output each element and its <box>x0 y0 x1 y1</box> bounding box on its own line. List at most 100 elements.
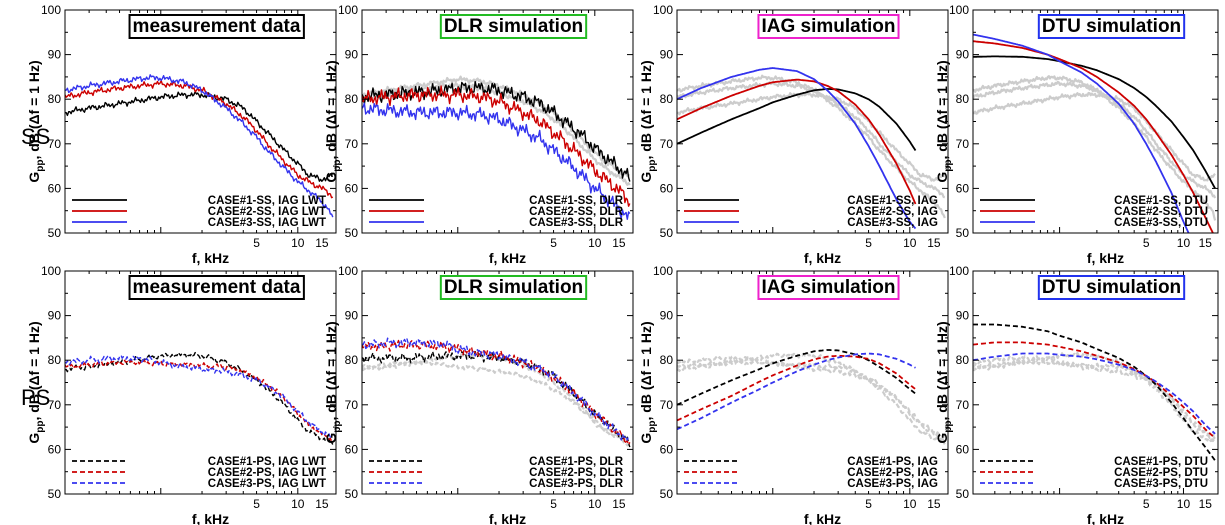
chart-title: measurement data <box>128 275 305 300</box>
y-tick-label: 100 <box>949 264 969 278</box>
y-tick-label: 80 <box>345 92 359 106</box>
y-tick-label: 80 <box>956 353 970 367</box>
x-tick-label: 5 <box>1143 236 1150 250</box>
y-tick-label: 100 <box>338 264 358 278</box>
y-tick-label: 80 <box>48 353 62 367</box>
series-group <box>973 323 1217 462</box>
y-tick-label: 60 <box>660 181 674 195</box>
reference-line <box>362 352 631 443</box>
legend-label: CASE#3-PS, DLR <box>529 478 624 490</box>
y-axis-label: Gpp, dB (Δf = 1 Hz) <box>323 60 343 182</box>
legend-label: CASE#1-SS, DLR <box>529 195 624 207</box>
y-tick-label: 80 <box>345 353 359 367</box>
x-axis-label: f, kHz <box>489 250 526 266</box>
reference-line <box>973 75 1217 221</box>
chart-title-text: DTU simulation <box>1042 16 1181 37</box>
y-tick-label: 90 <box>345 48 359 62</box>
reference-line <box>677 354 946 438</box>
y-tick-label: 100 <box>41 3 61 17</box>
series-group <box>362 75 631 220</box>
y-tick-label: 50 <box>48 226 62 240</box>
x-tick-label: 10 <box>588 497 602 511</box>
x-tick-label: 15 <box>315 497 329 511</box>
x-tick-label: 10 <box>903 497 917 511</box>
y-tick-label: 70 <box>956 398 970 412</box>
series-line-case2 <box>362 85 631 207</box>
series-line-case1 <box>973 55 1216 189</box>
x-tick-label: 10 <box>588 236 602 250</box>
chart-title-text: DLR simulation <box>444 277 583 298</box>
x-axis-label: f, kHz <box>192 511 229 525</box>
chart-panel: 50 60 70 80 90 100 5 10 15 f, kHz Gpp, dB (Δf = 1 … <box>26 3 337 266</box>
y-tick-label: 80 <box>660 353 674 367</box>
y-axis-label: Gpp, dB (Δf = 1 Hz) <box>26 60 46 182</box>
legend-label: CASE#2-SS, DLR <box>529 206 624 218</box>
chart-title: DLR simulation <box>439 14 588 39</box>
legend-label: CASE#1-SS, IAG <box>847 195 938 207</box>
chart-title-box <box>128 14 305 39</box>
chart-title-box <box>1037 275 1186 300</box>
chart-title: measurement data <box>128 14 305 39</box>
x-tick-label: 15 <box>612 236 626 250</box>
legend-label: CASE#2-PS, IAG LWT <box>208 467 326 479</box>
chart-title-box <box>757 275 900 300</box>
y-tick-label: 90 <box>345 309 359 323</box>
legend-label: CASE#2-SS, DTU <box>1114 206 1208 218</box>
row-label-ps: PS <box>21 385 50 410</box>
y-tick-label: 80 <box>956 92 970 106</box>
series-line-case3 <box>973 352 1216 435</box>
legend-label: CASE#1-PS, DLR <box>529 456 624 468</box>
reference-line <box>973 80 1217 199</box>
x-tick-label: 10 <box>291 236 305 250</box>
x-axis-label: f, kHz <box>804 250 841 266</box>
x-tick-label: 15 <box>1199 497 1213 511</box>
x-tick-label: 5 <box>865 236 872 250</box>
y-tick-label: 100 <box>653 3 673 17</box>
reference-line <box>362 359 631 447</box>
chart-panel: 50 60 70 80 90 100 5 10 15 f, kHz Gpp, dB (Δf = 1 … <box>638 3 949 266</box>
series-group <box>973 33 1217 233</box>
series-line-case1 <box>677 88 917 151</box>
y-tick-label: 90 <box>660 309 674 323</box>
x-tick-label: 15 <box>927 236 941 250</box>
y-tick-label: 100 <box>653 264 673 278</box>
series-group <box>677 349 946 445</box>
series-group <box>65 74 334 218</box>
y-tick-label: 60 <box>48 442 62 456</box>
series-line-case2 <box>362 339 631 446</box>
y-tick-label: 90 <box>956 309 970 323</box>
y-tick-label: 50 <box>345 226 359 240</box>
chart-title-text: DTU simulation <box>1042 277 1181 298</box>
x-tick-label: 5 <box>865 497 872 511</box>
chart-title: IAG simulation <box>757 275 900 300</box>
y-tick-label: 90 <box>956 48 970 62</box>
x-axis-label: f, kHz <box>192 250 229 266</box>
chart-title-text: IAG simulation <box>761 277 895 298</box>
x-tick-label: 10 <box>291 497 305 511</box>
chart-title: DLR simulation <box>439 275 588 300</box>
row-label-ss: SS <box>21 124 50 149</box>
chart-title: DTU simulation <box>1037 275 1186 300</box>
series-line-case3 <box>65 354 334 438</box>
series-line-case3 <box>677 67 917 230</box>
legend-label: CASE#3-SS, IAG <box>847 217 938 229</box>
x-tick-label: 10 <box>903 236 917 250</box>
chart-title: IAG simulation <box>757 14 900 39</box>
x-tick-label: 5 <box>1143 497 1150 511</box>
chart-title: DTU simulation <box>1037 14 1186 39</box>
y-tick-label: 70 <box>956 137 970 151</box>
y-axis-label: Gpp, dB (Δf = 1 Hz) <box>323 321 343 443</box>
y-tick-label: 60 <box>345 181 359 195</box>
y-tick-label: 90 <box>48 309 62 323</box>
chart-title-box <box>439 275 588 300</box>
chart-title-box <box>128 275 305 300</box>
chart-title-text: IAG simulation <box>761 16 895 37</box>
legend-label: CASE#2-SS, IAG LWT <box>208 206 326 218</box>
series-line-case1 <box>65 351 334 445</box>
legend-label: CASE#2-PS, DLR <box>529 467 624 479</box>
y-tick-label: 50 <box>956 487 970 501</box>
